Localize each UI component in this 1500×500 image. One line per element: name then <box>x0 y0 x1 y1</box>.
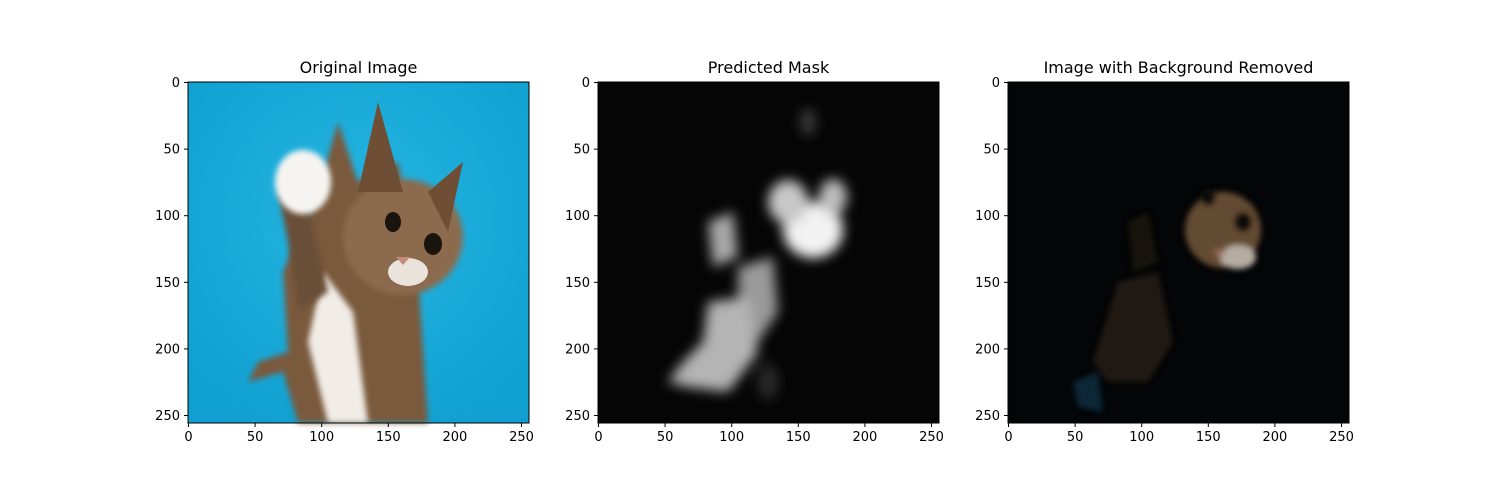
y-tick-label: 200 <box>565 342 590 357</box>
y-tick-label: 250 <box>565 409 590 424</box>
x-tick-label: 250 <box>509 430 534 445</box>
y-tick-label: 150 <box>565 276 590 291</box>
y-tick-label: 0 <box>172 76 180 91</box>
x-tick-label: 100 <box>719 430 744 445</box>
y-tick-label: 0 <box>992 76 1000 91</box>
panel-mask <box>597 81 940 424</box>
x-tick-label: 50 <box>1067 430 1084 445</box>
panel-title: Original Image <box>300 58 418 77</box>
x-tick-label: 200 <box>852 430 877 445</box>
x-tick-label: 50 <box>657 430 674 445</box>
axes-frame <box>187 81 530 424</box>
y-tick-label: 200 <box>975 342 1000 357</box>
axis-ticks: 0 50 100 150 200 250 0 50 100 150 200 250 0 50 100 150 2… <box>155 76 1354 445</box>
x-tick-label: 150 <box>1196 430 1221 445</box>
original-image <box>188 82 529 423</box>
y-tick-label: 150 <box>155 276 180 291</box>
x-tick-label: 0 <box>1004 430 1012 445</box>
x-tick-label: 0 <box>184 430 192 445</box>
y-tick-label: 200 <box>155 342 180 357</box>
y-tick-label: 0 <box>582 76 590 91</box>
x-tick-label: 100 <box>309 430 334 445</box>
x-tick-label: 250 <box>1329 430 1354 445</box>
y-tick-label: 50 <box>573 143 590 158</box>
x-tick-label: 200 <box>1262 430 1287 445</box>
y-tick-label: 100 <box>155 209 180 224</box>
y-tick-label: 50 <box>983 143 1000 158</box>
axes-frame <box>1007 81 1350 424</box>
x-tick-label: 100 <box>1129 430 1154 445</box>
x-tick-label: 50 <box>247 430 264 445</box>
panel-masked <box>1007 81 1350 424</box>
panel-original <box>187 81 530 424</box>
axes-frame <box>597 81 940 424</box>
y-tick-label: 100 <box>565 209 590 224</box>
mask-image <box>598 82 939 423</box>
x-tick-label: 200 <box>442 430 467 445</box>
x-tick-label: 150 <box>376 430 401 445</box>
y-tick-label: 250 <box>975 409 1000 424</box>
x-tick-label: 250 <box>919 430 944 445</box>
y-tick-label: 250 <box>155 409 180 424</box>
masked-image <box>1008 82 1349 423</box>
y-tick-label: 150 <box>975 276 1000 291</box>
x-tick-label: 150 <box>786 430 811 445</box>
panel-title: Image with Background Removed <box>1044 58 1314 77</box>
y-tick-label: 50 <box>163 143 180 158</box>
y-tick-label: 100 <box>975 209 1000 224</box>
panel-title: Predicted Mask <box>708 58 830 77</box>
x-tick-label: 0 <box>594 430 602 445</box>
